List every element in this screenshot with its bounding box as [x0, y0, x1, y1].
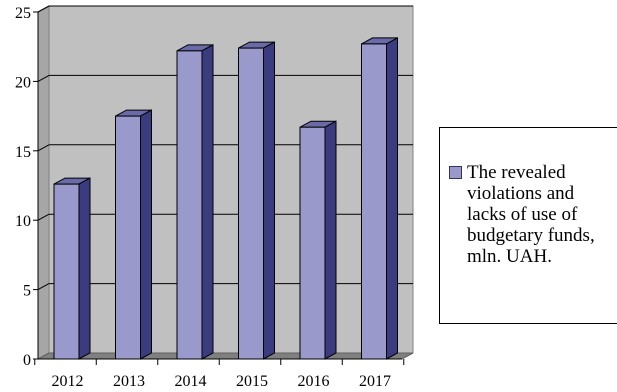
- legend-label: The revealed violations and lacks of use…: [467, 162, 595, 267]
- bar-side: [201, 44, 214, 360]
- bar: [176, 44, 214, 360]
- bar: [361, 37, 398, 360]
- gridlines: [37, 5, 413, 291]
- bar-front: [361, 43, 387, 360]
- y-tick-label: 25: [15, 5, 31, 22]
- legend-swatch: [449, 166, 462, 179]
- bar-front: [176, 50, 203, 360]
- y-axis-tick-labels: 0 5 10 15 20 25: [15, 5, 31, 369]
- bar-front: [115, 115, 141, 360]
- bar-side: [78, 177, 91, 360]
- y-tick-label: 15: [15, 144, 31, 161]
- bar-front: [299, 126, 326, 360]
- bar: [115, 109, 152, 360]
- x-tick-label: 2015: [236, 373, 268, 390]
- bar-front: [53, 183, 80, 360]
- y-tick-label: 20: [15, 74, 31, 91]
- gridline-diagonal: [37, 144, 50, 152]
- bar: [53, 177, 91, 360]
- y-tick-label: 10: [15, 213, 31, 230]
- bar-side: [263, 41, 275, 360]
- gridline-diagonal: [37, 283, 50, 291]
- bar: [238, 41, 275, 360]
- legend: The revealed violations and lacks of use…: [439, 127, 617, 324]
- gridline-diagonal: [37, 213, 50, 221]
- x-tick-label: 2012: [52, 373, 84, 390]
- floor: [37, 352, 414, 360]
- bar-side: [386, 37, 398, 360]
- gridline-diagonal: [37, 74, 50, 82]
- y-tick-label: 0: [23, 352, 31, 369]
- side-wall: [37, 5, 50, 360]
- bar-side: [140, 109, 152, 360]
- axes: [33, 11, 405, 365]
- x-tick-label: 2013: [113, 373, 145, 390]
- x-tick-label: 2016: [298, 373, 330, 390]
- x-tick-label: 2014: [175, 373, 207, 390]
- gridline-diagonal: [37, 5, 50, 13]
- bar: [299, 120, 337, 360]
- plot-area: [37, 5, 414, 360]
- x-tick-label: 2017: [359, 373, 391, 390]
- bar-side: [324, 120, 337, 360]
- bar-front: [238, 47, 264, 360]
- back-wall: [48, 5, 414, 354]
- x-axis-tick-labels: 2012 2013 2014 2015 2016 2017: [52, 373, 392, 390]
- y-tick-label: 5: [23, 283, 31, 300]
- bars: [53, 37, 398, 360]
